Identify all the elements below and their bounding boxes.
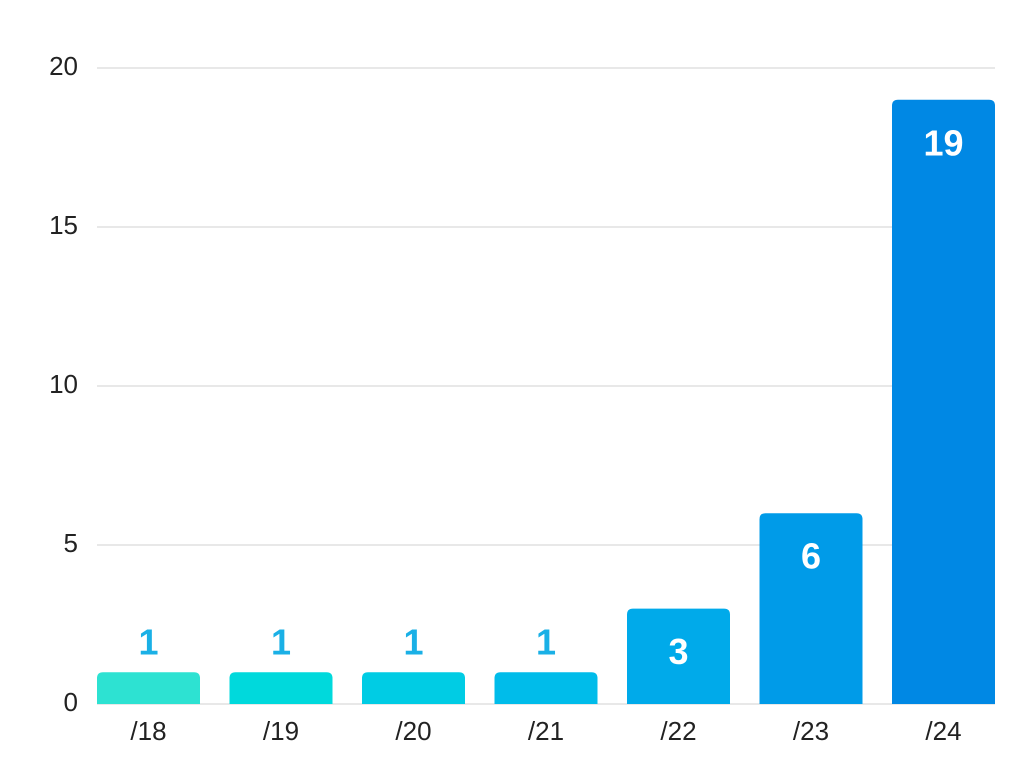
x-tick-label: /24 bbox=[925, 716, 961, 746]
bar bbox=[229, 672, 333, 704]
x-tick-label: /22 bbox=[660, 716, 696, 746]
bar bbox=[759, 513, 863, 704]
x-tick-label: /21 bbox=[528, 716, 564, 746]
x-tick-label: /23 bbox=[793, 716, 829, 746]
y-tick-label: 0 bbox=[64, 687, 78, 717]
x-tick-label: /19 bbox=[263, 716, 299, 746]
value-label: 3 bbox=[668, 631, 688, 672]
bar bbox=[494, 672, 598, 704]
value-label: 1 bbox=[138, 622, 158, 663]
y-tick-label: 5 bbox=[64, 528, 78, 558]
y-tick-label: 20 bbox=[49, 51, 78, 81]
value-label: 1 bbox=[271, 622, 291, 663]
y-tick-label: 15 bbox=[49, 210, 78, 240]
bar bbox=[362, 672, 465, 704]
value-label: 1 bbox=[536, 622, 556, 663]
value-label: 6 bbox=[801, 536, 821, 577]
x-tick-label: /18 bbox=[130, 716, 166, 746]
value-label: 19 bbox=[923, 122, 963, 163]
bar bbox=[892, 99, 995, 705]
x-tick-label: /20 bbox=[395, 716, 431, 746]
bar bbox=[627, 608, 730, 704]
y-tick-label: 10 bbox=[49, 369, 78, 399]
bar bbox=[97, 672, 200, 704]
value-label: 1 bbox=[403, 622, 423, 663]
